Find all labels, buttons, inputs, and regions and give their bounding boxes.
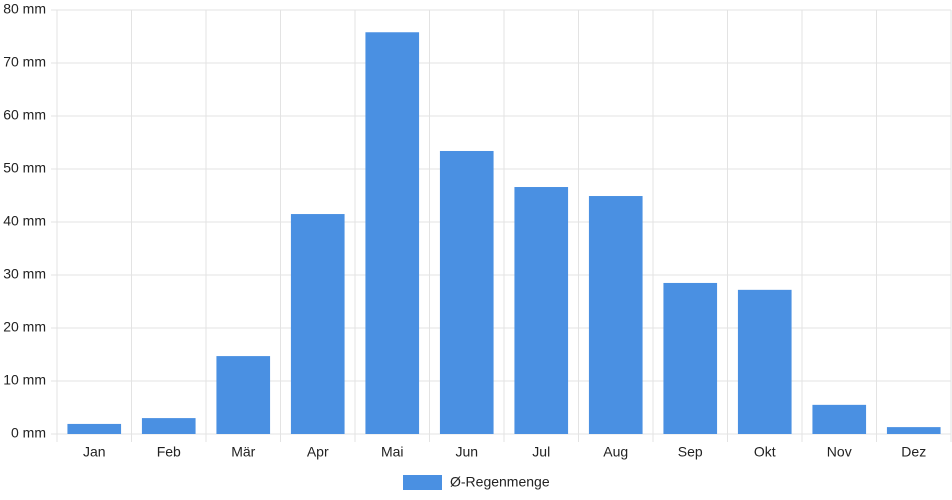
legend-label: Ø-Regenmenge bbox=[450, 474, 550, 490]
x-tick-label: Aug bbox=[603, 444, 628, 460]
bar bbox=[812, 404, 867, 434]
bar bbox=[439, 150, 494, 435]
x-tick-label: Apr bbox=[307, 444, 329, 460]
x-tick-label: Okt bbox=[754, 444, 776, 460]
x-tick-label: Dez bbox=[901, 444, 926, 460]
x-tick-label: Sep bbox=[678, 444, 703, 460]
bar bbox=[141, 418, 196, 434]
bar bbox=[663, 282, 718, 434]
x-tick-label: Jul bbox=[532, 444, 550, 460]
x-tick-label: Jan bbox=[83, 444, 106, 460]
y-tick-label: 20 mm bbox=[3, 319, 46, 335]
x-tick-label: Mai bbox=[381, 444, 404, 460]
y-tick-label: 80 mm bbox=[3, 1, 46, 17]
bar bbox=[67, 423, 122, 434]
bar bbox=[365, 32, 420, 434]
x-tick-label: Mär bbox=[231, 444, 255, 460]
bar bbox=[290, 214, 345, 434]
bar bbox=[514, 187, 569, 434]
y-tick-label: 0 mm bbox=[11, 425, 46, 441]
x-tick-label: Jun bbox=[455, 444, 478, 460]
x-tick-label: Nov bbox=[827, 444, 852, 460]
legend-swatch bbox=[403, 475, 442, 490]
x-tick-label: Feb bbox=[157, 444, 181, 460]
bar bbox=[588, 196, 643, 434]
y-tick-label: 10 mm bbox=[3, 372, 46, 388]
y-tick-label: 50 mm bbox=[3, 160, 46, 176]
bar bbox=[737, 289, 792, 434]
y-tick-label: 60 mm bbox=[3, 107, 46, 123]
y-tick-label: 30 mm bbox=[3, 266, 46, 282]
bar bbox=[886, 427, 941, 434]
y-tick-label: 40 mm bbox=[3, 213, 46, 229]
bar bbox=[216, 356, 271, 434]
y-tick-label: 70 mm bbox=[3, 54, 46, 70]
